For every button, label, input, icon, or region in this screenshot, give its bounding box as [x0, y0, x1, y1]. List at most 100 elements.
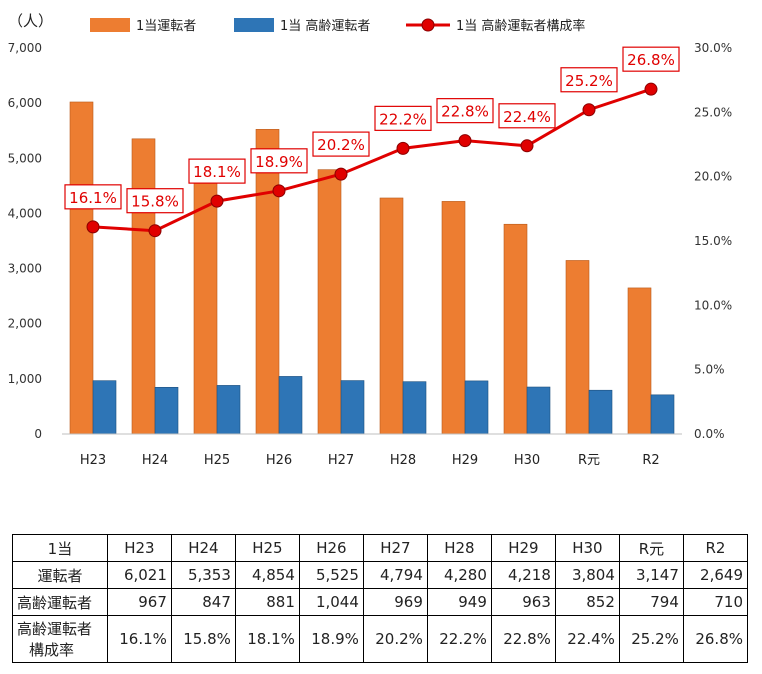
x-category-label: R元	[578, 453, 600, 468]
bar-driver	[441, 201, 466, 435]
x-category-label: H30	[514, 453, 540, 468]
rate-point	[458, 134, 472, 148]
rate-data-label: 18.1%	[188, 158, 246, 184]
table-cell: 15.8%	[170, 615, 236, 663]
row-label: 高齢運転者	[12, 588, 108, 616]
x-category-label: H27	[328, 453, 354, 468]
rate-data-label: 25.2%	[560, 67, 618, 93]
table-cell: 4,794	[362, 561, 428, 589]
bar-elderly-driver	[526, 386, 551, 435]
table-cell: 4,218	[490, 561, 556, 589]
table-row: 運転者 6,021 5,353 4,854 5,525 4,794 4,280 …	[12, 561, 749, 589]
x-category-label: R2	[642, 453, 659, 468]
table-header-cell: H26	[298, 534, 364, 562]
rate-label-box	[622, 46, 680, 72]
table-cell: 794	[618, 588, 684, 616]
rate-label-box	[250, 148, 308, 174]
legend-marker-rate	[421, 18, 435, 32]
table-header-cell: H23	[106, 534, 172, 562]
rate-label-box	[64, 184, 122, 210]
table-header-cell: R2	[682, 534, 749, 562]
rate-line-path	[92, 87, 652, 233]
x-axis-categories: H23 H24 H25 H26 H27 H28 H29 H30 R元 R2	[80, 453, 660, 468]
y-axis-unit-label: （人）	[8, 12, 53, 30]
bar-elderly-driver	[650, 394, 675, 435]
bar-elderly-driver	[588, 389, 613, 435]
rate-point	[334, 167, 348, 181]
left-tick-label: 3,000	[8, 262, 42, 276]
right-tick-label: 30.0%	[694, 41, 732, 55]
table-header-cell: H29	[490, 534, 556, 562]
table-cell: 18.1%	[234, 615, 300, 663]
rate-label-box	[436, 98, 494, 124]
table-cell: 22.2%	[426, 615, 492, 663]
rate-data-label: 22.2%	[374, 105, 432, 131]
legend-swatch-driver	[90, 18, 130, 32]
table-cell: 852	[554, 588, 620, 616]
table-cell: 22.4%	[554, 615, 620, 663]
rate-data-label: 20.2%	[312, 131, 370, 157]
table-cell: 949	[426, 588, 492, 616]
rate-point	[86, 220, 100, 234]
x-category-label: H23	[80, 453, 106, 468]
left-tick-label: 4,000	[8, 206, 42, 220]
rate-label-text: 16.1%	[69, 189, 117, 207]
table-cell: 963	[490, 588, 556, 616]
table-header-cell: H28	[426, 534, 492, 562]
table-cell: 4,854	[234, 561, 300, 589]
rate-label-text: 18.9%	[255, 153, 303, 171]
left-tick-label: 5,000	[8, 151, 42, 165]
rate-data-label: 22.4%	[498, 103, 556, 129]
legend-label-elderly: 1当 高齢運転者	[280, 18, 370, 34]
bar-elderly-driver	[402, 381, 427, 435]
rate-label-text: 18.1%	[193, 163, 241, 181]
left-tick-label: 7,000	[8, 41, 42, 55]
rate-label-box	[126, 188, 184, 214]
rate-point	[272, 184, 286, 198]
rate-label-text: 15.8%	[131, 193, 179, 211]
rate-point	[148, 224, 162, 238]
bar-elderly-driver	[154, 386, 179, 435]
bar-elderly-driver	[216, 385, 241, 435]
bar-elderly-driver	[464, 380, 489, 435]
table-cell: 881	[234, 588, 300, 616]
table-cell: 2,649	[682, 561, 749, 589]
x-category-label: H29	[452, 453, 478, 468]
table-cell: 6,021	[106, 561, 172, 589]
rate-label-text: 20.2%	[317, 136, 365, 154]
rate-point	[396, 141, 410, 155]
rate-point	[644, 82, 658, 96]
left-axis-ticks: 0 1,000 2,000 3,000 4,000 5,000 6,000 7,000	[8, 41, 42, 441]
table-cell: 16.1%	[106, 615, 172, 663]
rate-label-text: 25.2%	[565, 72, 613, 90]
rate-point	[520, 139, 534, 153]
rate-data-labels: 16.1% 15.8% 18.1% 18.9% 20.2% 22.2% 22.8% 22.4%…	[64, 46, 680, 214]
row-label-line2: 構成率	[29, 641, 75, 659]
table-cell: 3,147	[618, 561, 684, 589]
row-label: 高齢運転者 構成率	[12, 615, 108, 663]
table-cell: 5,525	[298, 561, 364, 589]
rate-label-box	[188, 158, 246, 184]
bar-driver	[255, 129, 280, 435]
rate-point	[210, 194, 224, 208]
table-header-cell: H30	[554, 534, 620, 562]
table-cell: 847	[170, 588, 236, 616]
table-cell: 967	[106, 588, 172, 616]
table-cell: 5,353	[170, 561, 236, 589]
rate-label-text: 22.8%	[441, 103, 489, 121]
x-category-label: H24	[142, 453, 168, 468]
legend-swatch-elderly	[234, 18, 274, 32]
table-header-cell: 1当	[12, 534, 108, 562]
bar-elderly-driver	[278, 376, 303, 435]
right-tick-label: 10.0%	[694, 298, 732, 312]
right-axis-ticks: 0.0% 5.0% 10.0% 15.0% 20.0% 25.0% 30.0%	[694, 41, 732, 441]
bar-elderly-driver	[340, 380, 365, 435]
row-label-line1: 高齢運転者	[17, 620, 93, 638]
rate-data-label: 15.8%	[126, 188, 184, 214]
x-category-label: H25	[204, 453, 230, 468]
bar-driver	[627, 287, 652, 435]
bar-driver	[131, 138, 156, 435]
x-category-label: H28	[390, 453, 416, 468]
table-header-cell: H25	[234, 534, 300, 562]
table-row: 高齢運転者 構成率 16.1% 15.8% 18.1% 18.9% 20.2% …	[12, 615, 749, 663]
